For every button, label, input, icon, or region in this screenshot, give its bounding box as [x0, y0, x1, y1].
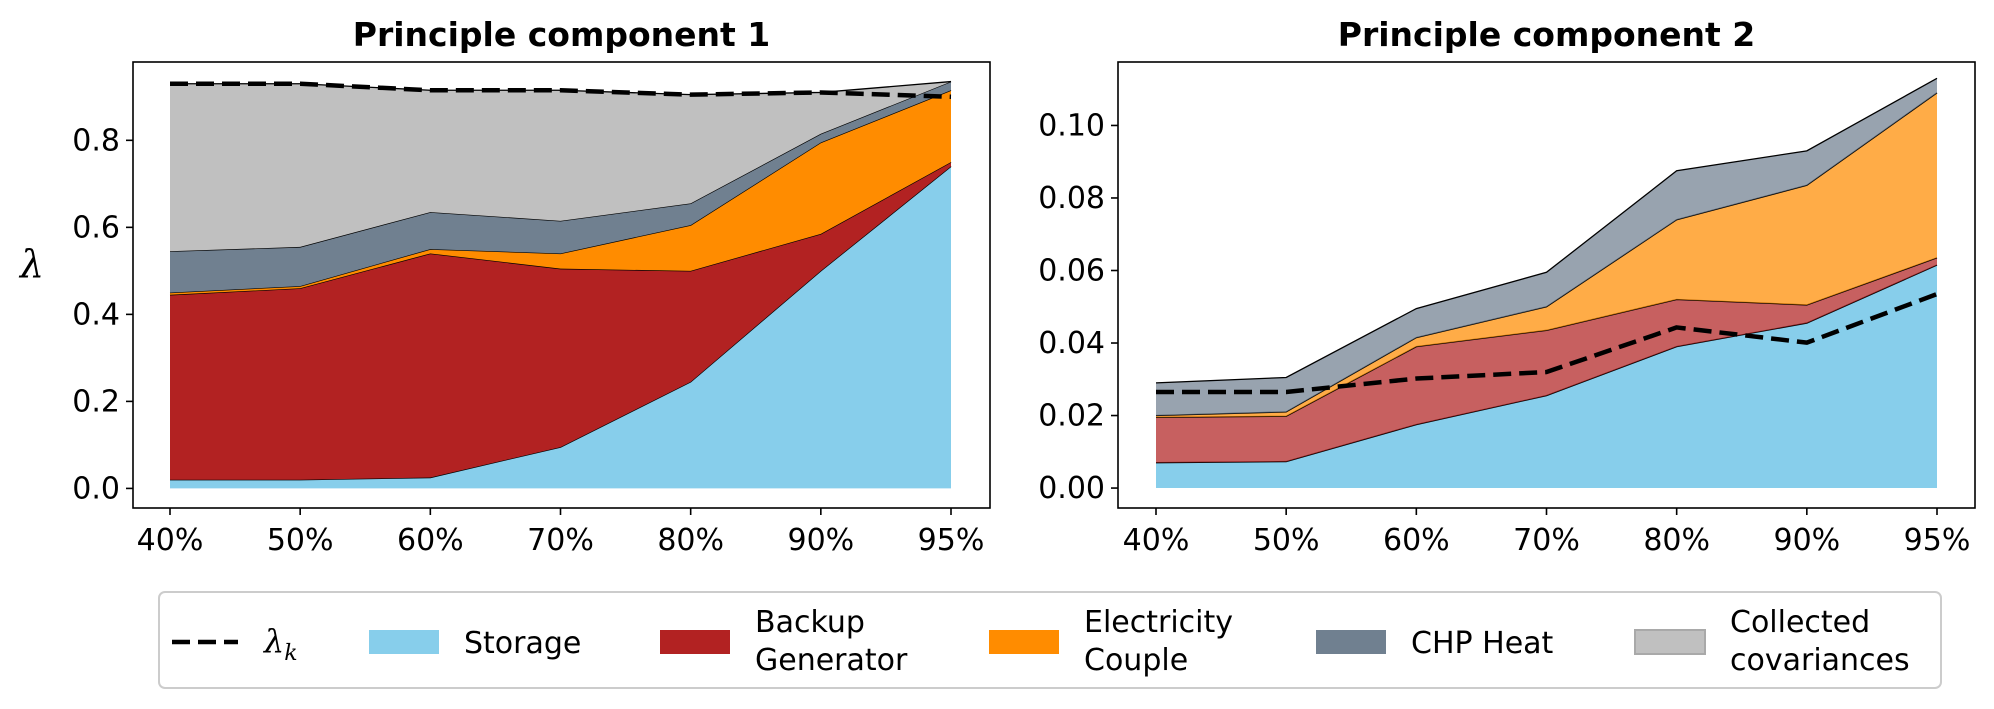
x-tick-label: 80% [657, 523, 724, 558]
x-tick-label: 50% [267, 523, 334, 558]
x-tick-label: 95% [1904, 523, 1971, 558]
legend-lambda-subscript: k [284, 641, 297, 666]
y-tick-label: 0.06 [1038, 253, 1105, 288]
chart-title: Principle component 1 [353, 15, 770, 54]
x-tick-label: 50% [1253, 523, 1320, 558]
y-tick-label: 0.08 [1038, 181, 1105, 216]
y-tick-label: 0.00 [1038, 471, 1105, 506]
x-tick-label: 90% [1773, 523, 1840, 558]
legend-label-backup_generator-line1: Backup [755, 605, 865, 640]
area-chp_heat [1156, 78, 1937, 416]
y-tick-label: 0.0 [72, 471, 120, 506]
plot-area [1155, 77, 1938, 489]
x-tick-label: 90% [787, 523, 854, 558]
axes-frame [132, 61, 991, 509]
x-tick-label: 80% [1643, 523, 1710, 558]
legend-label-collected_covariances-line1: Collected [1730, 605, 1870, 640]
legend-lambda-k-label: λk [262, 622, 298, 666]
y-tick-label: 0.04 [1038, 326, 1105, 361]
area-edge-chp_heat [1155, 77, 1938, 384]
x-tick-label: 40% [1123, 523, 1190, 558]
area-chp_heat [170, 81, 951, 293]
plot-area [169, 80, 952, 489]
legend-swatch-collected_covariances [1634, 629, 1706, 655]
legend-swatch-electricity_couple [989, 630, 1059, 654]
x-tick-label: 70% [1513, 523, 1580, 558]
legend-label-backup_generator-line2: Generator [755, 643, 908, 678]
y-tick-label: 0.4 [72, 297, 120, 332]
x-tick-label: 60% [397, 523, 464, 558]
y-tick-label: 0.6 [72, 210, 120, 245]
chart-panel-2: 0.00 0.02 0.04 0.06 0.08 0.10 40% 50% 60% 70% 80% 9… [1038, 15, 1976, 558]
legend-label-chp_heat: CHP Heat [1411, 626, 1554, 661]
area-electricity_couple [1156, 92, 1937, 418]
legend-label-electricity_couple-line1: Electricity [1084, 605, 1233, 640]
y-tick-label: 0.2 [72, 384, 120, 419]
area-storage [170, 166, 951, 489]
area-electricity_couple [170, 90, 951, 295]
legend-label-storage: Storage [464, 626, 581, 661]
area-backup_generator [170, 162, 951, 480]
y-tick-label: 0.10 [1038, 108, 1105, 143]
x-tick-label: 40% [137, 523, 204, 558]
y-tick-label: 0.8 [72, 123, 120, 158]
lambda-k-line [1156, 291, 1938, 395]
area-backup_generator [1156, 257, 1937, 463]
area-collected_covariances [170, 81, 951, 252]
x-tick-label: 70% [527, 523, 594, 558]
area-storage [1156, 265, 1937, 489]
legend-swatch-backup_generator [660, 630, 730, 654]
y-axis-label: λ [18, 242, 44, 286]
x-tick-label: 95% [918, 523, 985, 558]
chart-title: Principle component 2 [1338, 15, 1755, 54]
legend-swatch-storage [369, 630, 439, 654]
y-tick-label: 0.02 [1038, 399, 1105, 434]
legend-swatch-chp_heat [1316, 630, 1386, 654]
chart-panel-1: 0.0 0.2 0.4 0.6 0.8 40% 50% 60% 70% 80% 90% 95% Prin… [18, 15, 991, 558]
legend-label-collected_covariances-line2: covariances [1730, 643, 1910, 678]
lambda-k-line [170, 81, 952, 100]
legend-lambda-symbol: λ [262, 622, 284, 660]
legend-label-electricity_couple-line2: Couple [1084, 643, 1188, 678]
x-tick-label: 60% [1383, 523, 1450, 558]
